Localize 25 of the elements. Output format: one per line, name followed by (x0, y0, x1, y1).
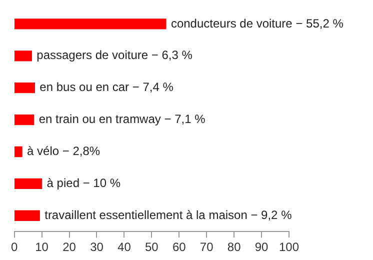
bar (14, 114, 34, 126)
x-tick-label: 0 (10, 240, 18, 254)
y-tick-label: en train ou en tramway − 7,1 % (38, 112, 206, 126)
y-tick-label: travaillent essentiellement à la maison − 9,2 % (44, 208, 292, 222)
x-tick-label: 20 (62, 240, 76, 254)
x-tick-label: 70 (200, 240, 214, 254)
y-tick-label: conducteurs de voiture − 55,2 % (170, 16, 344, 30)
y-tick-label: en bus ou en car − 7,4 % (40, 80, 174, 94)
bar (14, 18, 166, 30)
y-tick-label: passagers de voiture − 6,3 % (36, 48, 193, 62)
x-tick-label: 80 (227, 240, 242, 254)
bar (14, 50, 32, 62)
x-tick-label: 30 (90, 240, 104, 254)
x-tick-label: 60 (172, 240, 186, 254)
x-tick-label: 100 (278, 240, 300, 254)
bar (14, 82, 35, 94)
bar (14, 178, 42, 190)
y-tick-label: à vélo − 2,8% (27, 144, 100, 158)
x-tick-label: 10 (35, 240, 49, 254)
bar (14, 210, 40, 221)
y-tick-label: à pied − 10 % (46, 176, 121, 190)
x-tick-label: 50 (144, 240, 159, 254)
bar (14, 146, 22, 158)
x-tick-label: 90 (254, 240, 269, 254)
x-tick-label: 40 (118, 240, 132, 254)
